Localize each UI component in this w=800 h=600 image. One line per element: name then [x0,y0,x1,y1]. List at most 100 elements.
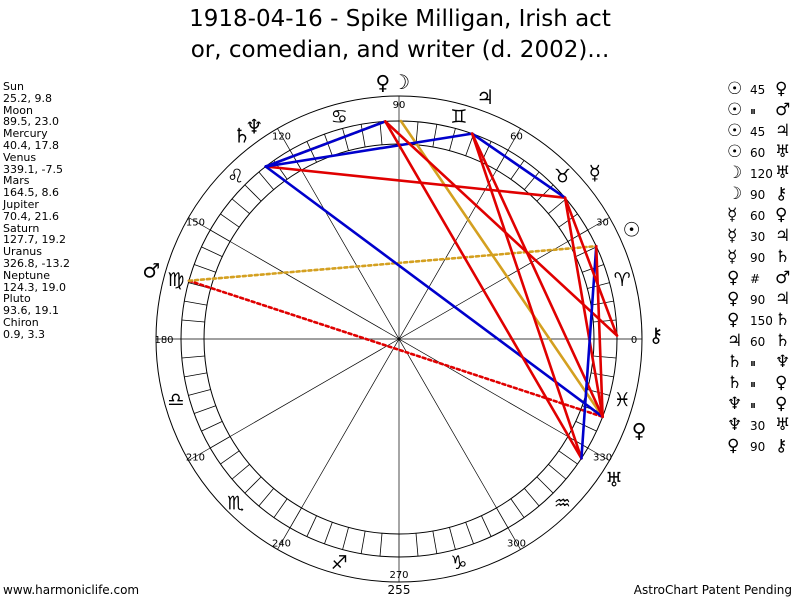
aspect-row: ♃ 60 ♄ [727,332,797,353]
degree-tick [258,171,274,190]
zodiac-sign-icon: ♍ [167,269,184,291]
degree-tick [231,464,250,480]
degree-tick [210,436,231,449]
sign-divider [188,447,211,461]
aspect-row: ♀ 90 ⚷ [727,437,797,458]
venus-glyph-icon: ♀ [727,310,740,330]
degree-tick [510,160,525,180]
degree-label: 30 [596,218,609,229]
planet-coords-pluto: 93.6, 19.1 [3,304,59,318]
degree-tick [306,515,317,537]
mars-icon: ♂ [142,258,160,282]
neptune-icon: ♆ [245,115,263,139]
website-link[interactable]: www.harmoniclife.com [3,583,140,597]
chart-title: 1918-04-16 - Spike Milligan, Irish act o… [189,6,611,63]
aspect-line [264,132,474,168]
planet-name-saturn: Saturn [3,221,40,235]
degree-tick [432,124,438,148]
planet-name-jupiter: Jupiter [3,197,39,211]
pluto-glyph-icon: ♀ [775,373,788,393]
aspect-row: ♄ ⏸ ♆ [727,353,797,374]
degree-tick [201,246,223,257]
planet-coords-neptune: 124.3, 19.0 [3,280,66,294]
chiron-glyph-icon: ⚷ [775,436,788,456]
degree-tick [273,498,288,518]
degree-tick [181,355,205,359]
aspect-line [264,165,567,200]
degree-label: 300 [507,539,526,550]
degree-tick [510,498,525,518]
mercury-icon: ☿ [589,160,601,184]
aspect-row: ☉ 45 ♃ [727,122,797,143]
aspect-row: ☽ 120 ♅ [727,164,797,185]
degree-tick [289,507,302,528]
zodiac-sign-icon: ♐ [331,552,348,574]
saturn-glyph-icon: ♄ [775,331,791,351]
planet-coords-uranus: 326.8, -13.2 [3,256,70,270]
degree-label: 330 [593,453,612,464]
planet-coords-chiron: 0.9, 3.3 [3,327,45,341]
aspect-value: 60 [750,209,766,223]
sun-icon: ☉ [623,218,641,242]
moon-icon: ☽ [392,70,410,94]
aspect-value: 90 [750,440,766,454]
planet-name-moon: Moon [3,103,33,117]
sun-glyph-icon: ☉ [727,121,743,141]
jupiter-glyph-icon: ♃ [727,331,743,351]
degree-tick [194,405,216,414]
degree-tick [244,184,262,202]
degree-tick [379,533,383,557]
planet-coords-mars: 164.5, 8.6 [3,186,59,200]
aspect-line [594,244,604,419]
bottom-degree-label: 255 [388,583,411,597]
sign-divider [507,527,521,550]
aspect-row: ♆ 30 ♅ [727,416,797,437]
planet-name-mars: Mars [3,174,30,188]
mercury-glyph-icon: ☿ [727,205,738,225]
saturn-glyph-icon: ♄ [775,310,791,330]
aspect-line [563,196,619,337]
degree-tick [220,450,240,465]
patent-notice: AstroChart Patent Pending [633,583,792,597]
planet-coords-venus: 339.1, -7.5 [3,162,63,176]
degree-label: 150 [186,218,205,229]
aspect-line [187,244,598,283]
aspect-line [187,279,604,419]
sign-divider [277,128,291,151]
degree-tick [220,213,240,228]
zodiac-sign-icon: ♒ [554,492,571,514]
sun-glyph-icon: ☉ [727,142,743,162]
degree-tick [415,121,419,145]
degree-tick [231,198,250,214]
saturn-glyph-icon: ♄ [727,352,743,372]
mars-glyph-icon: ♂ [775,100,791,120]
mercury-glyph-icon: ☿ [727,247,738,267]
degree-tick [524,171,540,190]
degree-tick [324,134,333,156]
pluto-glyph-icon: ♀ [775,205,788,225]
mercury-glyph-icon: ☿ [727,226,738,246]
venus-glyph-icon: ♀ [727,268,740,288]
aspect-row: ☉ ⏸ ♂ [727,101,797,122]
aspect-line [580,244,598,460]
aspect-row: ☉ 60 ♅ [727,143,797,164]
aspect-row: ♀ # ♂ [727,269,797,290]
jupiter-glyph-icon: ♃ [775,226,791,246]
saturn-icon: ♄ [233,124,251,148]
pluto-glyph-icon: ♀ [775,394,788,414]
sign-divider [188,217,211,231]
zodiac-sign-icon: ♌ [227,166,244,188]
aspect-list: ☉ 45 ♀ ☉ ⏸ ♂ ☉ 45 ♃ ☉ 60 ♅ ☽ 120 ♅ ☽ 90 ⚷ ☿ 60 ♀ ☿ 30 ♃ ☿ 90 ♄ ♀ # ♂ ♀… [727,80,797,458]
degree-tick [548,464,567,480]
aspect-row: ♀ 90 ♃ [727,290,797,311]
degree-label: 180 [154,335,173,346]
degree-tick [415,533,419,557]
aspect-row: ☿ 30 ♃ [727,227,797,248]
degree-tick [432,530,438,554]
aspect-row: ☽ 90 ⚷ [727,185,797,206]
degree-tick [582,264,604,273]
sign-divider [587,217,610,231]
aspect-value: ⏸ [750,104,757,118]
zodiac-sign-icon: ♏ [227,492,244,514]
degree-tick [449,527,456,550]
